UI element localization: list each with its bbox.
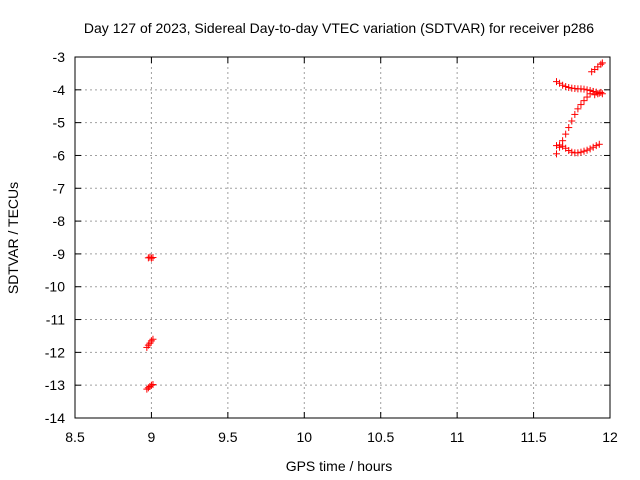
data-point bbox=[553, 142, 560, 150]
data-point bbox=[592, 142, 600, 150]
y-tick-label: -13 bbox=[45, 377, 65, 393]
data-point bbox=[591, 91, 599, 99]
data-point bbox=[583, 93, 591, 101]
data-point bbox=[149, 254, 157, 262]
data-point bbox=[580, 147, 588, 155]
data-point bbox=[553, 78, 560, 86]
grid-layer bbox=[75, 57, 610, 418]
y-tick-label: -5 bbox=[53, 115, 66, 131]
data-point bbox=[553, 150, 560, 158]
y-tick-label: -3 bbox=[53, 49, 66, 65]
y-tick-label: -8 bbox=[53, 213, 66, 229]
y-tick-label: -10 bbox=[45, 279, 65, 295]
data-point bbox=[595, 140, 603, 148]
data-point bbox=[574, 105, 582, 113]
x-tick-label: 10 bbox=[296, 429, 312, 445]
chart-title: Day 127 of 2023, Sidereal Day-to-day VTE… bbox=[84, 20, 594, 36]
data-point bbox=[598, 59, 606, 67]
data-point bbox=[565, 124, 573, 132]
data-point bbox=[562, 83, 570, 91]
x-axis-label: GPS time / hours bbox=[286, 458, 393, 474]
y-tick-label: -11 bbox=[46, 312, 65, 328]
data-point bbox=[580, 97, 588, 105]
tick-labels: 8.5 9 9.5 10 10.5 11 11.5 12 -3 -4 -5 -6 -7 -8 -9 -10 -1… bbox=[45, 49, 618, 445]
data-point bbox=[595, 89, 603, 97]
x-tick-label: 11.5 bbox=[520, 429, 546, 445]
data-point bbox=[147, 381, 155, 389]
data-point bbox=[583, 86, 591, 94]
x-tick-label: 12 bbox=[602, 429, 618, 445]
data-point bbox=[559, 81, 567, 89]
y-tick-label: -9 bbox=[53, 246, 66, 262]
data-point bbox=[594, 90, 602, 98]
y-tick-label: -4 bbox=[53, 82, 66, 98]
x-tick-label: 10.5 bbox=[367, 429, 394, 445]
x-tick-label: 9.5 bbox=[218, 429, 238, 445]
data-point bbox=[577, 101, 585, 109]
data-point bbox=[568, 148, 576, 156]
y-tick-label: -7 bbox=[53, 180, 66, 196]
data-point bbox=[565, 147, 573, 155]
data-point bbox=[580, 85, 588, 93]
data-point bbox=[571, 110, 579, 118]
y-tick-label: -12 bbox=[45, 344, 65, 360]
x-tick-label: 9 bbox=[148, 429, 156, 445]
data-point bbox=[589, 87, 597, 95]
data-point bbox=[583, 146, 591, 154]
plot-frame bbox=[74, 56, 611, 419]
data-point bbox=[589, 143, 597, 151]
x-tick-label: 8.5 bbox=[65, 429, 85, 445]
data-point bbox=[565, 84, 573, 92]
data-point bbox=[149, 335, 157, 343]
data-point bbox=[586, 145, 594, 153]
data-point bbox=[574, 149, 582, 157]
data-point bbox=[568, 117, 576, 125]
tick-layer bbox=[74, 56, 611, 419]
data-point bbox=[149, 381, 157, 389]
data-point bbox=[597, 88, 605, 96]
y-axis-label: SDTVAR / TECUs bbox=[5, 182, 21, 294]
data-point bbox=[556, 141, 564, 149]
y-tick-label: -14 bbox=[45, 410, 65, 426]
data-point bbox=[577, 148, 585, 156]
data-point bbox=[597, 60, 605, 68]
data-point bbox=[562, 130, 570, 138]
data-point bbox=[147, 254, 155, 262]
points-layer bbox=[143, 59, 606, 393]
y-tick-label: -6 bbox=[53, 147, 66, 163]
x-tick-label: 11 bbox=[450, 429, 465, 445]
data-point bbox=[147, 337, 155, 345]
